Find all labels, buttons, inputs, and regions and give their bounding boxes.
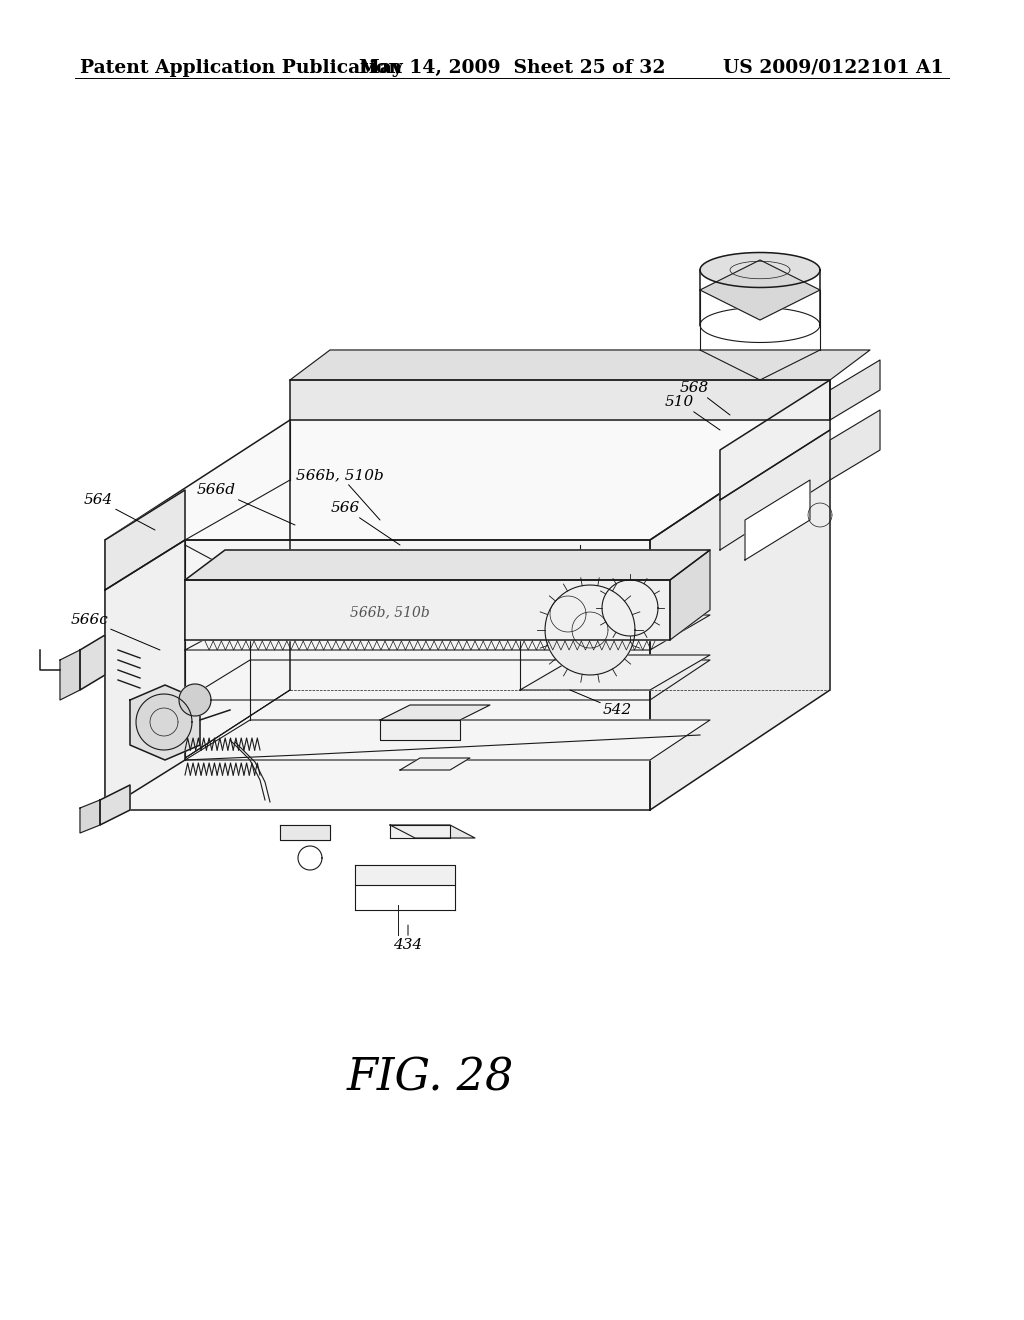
Polygon shape <box>380 719 460 741</box>
Polygon shape <box>100 785 130 825</box>
Polygon shape <box>545 585 635 675</box>
Text: 566c: 566c <box>71 612 160 649</box>
Text: US 2009/0122101 A1: US 2009/0122101 A1 <box>723 59 944 77</box>
Polygon shape <box>185 579 670 640</box>
Text: 566: 566 <box>331 502 400 545</box>
Polygon shape <box>105 420 830 540</box>
Polygon shape <box>130 685 200 760</box>
Polygon shape <box>520 655 710 690</box>
Polygon shape <box>290 380 830 420</box>
Text: 434: 434 <box>393 925 423 952</box>
Polygon shape <box>179 684 211 715</box>
Text: 564: 564 <box>84 492 155 531</box>
Polygon shape <box>290 350 870 380</box>
Polygon shape <box>185 719 710 760</box>
Text: May 14, 2009  Sheet 25 of 32: May 14, 2009 Sheet 25 of 32 <box>358 59 666 77</box>
Text: 566b, 510b: 566b, 510b <box>296 469 384 520</box>
Polygon shape <box>650 420 830 810</box>
Text: 542: 542 <box>570 690 632 717</box>
Polygon shape <box>830 411 880 480</box>
Polygon shape <box>670 550 710 640</box>
Polygon shape <box>602 579 658 636</box>
Polygon shape <box>720 380 830 500</box>
Text: 510: 510 <box>665 395 720 430</box>
Polygon shape <box>380 705 490 719</box>
Text: 568: 568 <box>680 381 730 414</box>
Polygon shape <box>390 825 450 838</box>
Polygon shape <box>280 825 330 840</box>
Polygon shape <box>136 694 193 750</box>
Text: 566d: 566d <box>197 483 295 525</box>
Polygon shape <box>720 430 830 550</box>
Polygon shape <box>105 490 185 590</box>
Polygon shape <box>105 540 650 810</box>
Polygon shape <box>700 252 820 288</box>
Text: FIG. 28: FIG. 28 <box>346 1056 514 1100</box>
Polygon shape <box>400 758 470 770</box>
Polygon shape <box>355 865 455 884</box>
Polygon shape <box>390 825 475 838</box>
Polygon shape <box>745 480 810 560</box>
Text: 566b, 510b: 566b, 510b <box>350 605 430 619</box>
Polygon shape <box>80 635 105 690</box>
Polygon shape <box>105 540 185 810</box>
Polygon shape <box>60 649 80 700</box>
Polygon shape <box>185 550 710 579</box>
Polygon shape <box>80 800 100 833</box>
Polygon shape <box>830 360 880 420</box>
Text: Patent Application Publication: Patent Application Publication <box>80 59 402 77</box>
Polygon shape <box>700 260 820 319</box>
